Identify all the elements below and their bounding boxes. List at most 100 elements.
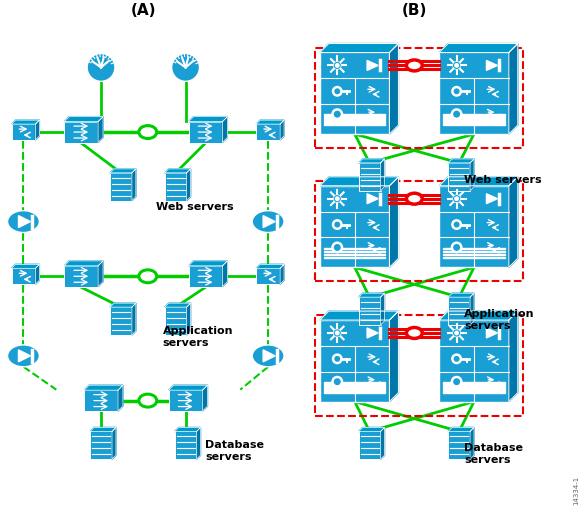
Circle shape xyxy=(451,108,462,120)
Polygon shape xyxy=(359,293,384,297)
FancyBboxPatch shape xyxy=(110,173,132,201)
Polygon shape xyxy=(440,311,518,320)
Text: Application
servers: Application servers xyxy=(163,326,233,348)
FancyBboxPatch shape xyxy=(175,431,196,459)
Polygon shape xyxy=(84,385,123,390)
Circle shape xyxy=(453,244,460,251)
Polygon shape xyxy=(118,385,123,411)
Circle shape xyxy=(334,244,340,251)
Ellipse shape xyxy=(139,126,156,139)
Polygon shape xyxy=(169,385,207,390)
Polygon shape xyxy=(132,303,136,335)
Polygon shape xyxy=(380,293,384,325)
Circle shape xyxy=(453,111,460,117)
Circle shape xyxy=(454,356,459,362)
FancyBboxPatch shape xyxy=(189,122,222,143)
Polygon shape xyxy=(443,123,505,125)
Polygon shape xyxy=(443,248,505,249)
Polygon shape xyxy=(35,120,39,140)
Polygon shape xyxy=(263,350,275,362)
Polygon shape xyxy=(470,159,474,191)
Polygon shape xyxy=(186,169,190,201)
FancyBboxPatch shape xyxy=(359,163,380,191)
Circle shape xyxy=(332,219,343,230)
FancyBboxPatch shape xyxy=(84,390,118,411)
Polygon shape xyxy=(359,159,384,163)
FancyBboxPatch shape xyxy=(256,124,280,140)
Text: (A): (A) xyxy=(131,3,156,17)
Circle shape xyxy=(454,63,459,68)
Circle shape xyxy=(334,356,340,362)
Polygon shape xyxy=(110,303,136,307)
Polygon shape xyxy=(486,328,498,338)
FancyBboxPatch shape xyxy=(440,186,509,267)
Polygon shape xyxy=(324,117,386,119)
Circle shape xyxy=(451,242,462,253)
Polygon shape xyxy=(19,215,30,228)
Polygon shape xyxy=(324,251,386,252)
Polygon shape xyxy=(380,159,384,191)
Polygon shape xyxy=(440,177,518,186)
Polygon shape xyxy=(324,114,386,116)
FancyBboxPatch shape xyxy=(448,297,470,325)
FancyBboxPatch shape xyxy=(165,173,186,201)
Circle shape xyxy=(452,329,461,337)
Polygon shape xyxy=(175,427,200,431)
Polygon shape xyxy=(509,177,518,267)
Ellipse shape xyxy=(252,211,284,232)
Text: Web servers: Web servers xyxy=(156,202,233,212)
FancyBboxPatch shape xyxy=(12,124,35,140)
Circle shape xyxy=(172,53,199,82)
Circle shape xyxy=(332,353,343,364)
Polygon shape xyxy=(324,121,386,122)
Circle shape xyxy=(331,242,343,253)
Polygon shape xyxy=(443,385,505,387)
Polygon shape xyxy=(189,116,227,122)
Circle shape xyxy=(454,88,459,94)
Polygon shape xyxy=(486,61,498,70)
FancyBboxPatch shape xyxy=(440,320,509,402)
FancyBboxPatch shape xyxy=(64,122,98,143)
Polygon shape xyxy=(324,391,386,392)
Circle shape xyxy=(335,196,340,201)
Text: Database
servers: Database servers xyxy=(464,443,523,465)
Circle shape xyxy=(332,86,343,97)
Text: (B): (B) xyxy=(401,3,427,17)
Polygon shape xyxy=(112,427,116,459)
Circle shape xyxy=(334,88,340,94)
Ellipse shape xyxy=(406,327,423,339)
Polygon shape xyxy=(367,61,378,70)
Polygon shape xyxy=(443,114,505,116)
Polygon shape xyxy=(98,116,103,143)
Polygon shape xyxy=(222,261,227,287)
Polygon shape xyxy=(509,311,518,402)
Circle shape xyxy=(454,196,459,201)
Polygon shape xyxy=(509,44,518,134)
Circle shape xyxy=(454,330,459,336)
Polygon shape xyxy=(132,169,136,201)
Polygon shape xyxy=(390,311,398,402)
Circle shape xyxy=(331,376,343,388)
Polygon shape xyxy=(443,253,505,255)
Circle shape xyxy=(335,63,340,68)
Circle shape xyxy=(452,62,461,69)
Text: Web servers: Web servers xyxy=(464,175,541,185)
Polygon shape xyxy=(320,177,398,186)
Circle shape xyxy=(452,195,461,203)
Polygon shape xyxy=(448,427,474,431)
Polygon shape xyxy=(280,120,284,140)
FancyBboxPatch shape xyxy=(359,431,380,459)
Circle shape xyxy=(454,222,459,228)
Circle shape xyxy=(451,219,462,230)
Polygon shape xyxy=(90,427,116,431)
Polygon shape xyxy=(19,350,30,362)
Polygon shape xyxy=(443,121,505,122)
Polygon shape xyxy=(380,427,384,459)
Polygon shape xyxy=(12,120,39,124)
FancyBboxPatch shape xyxy=(448,163,470,191)
Circle shape xyxy=(333,329,341,337)
Circle shape xyxy=(87,53,115,82)
Polygon shape xyxy=(280,264,284,284)
FancyBboxPatch shape xyxy=(12,268,35,284)
Circle shape xyxy=(333,195,341,203)
